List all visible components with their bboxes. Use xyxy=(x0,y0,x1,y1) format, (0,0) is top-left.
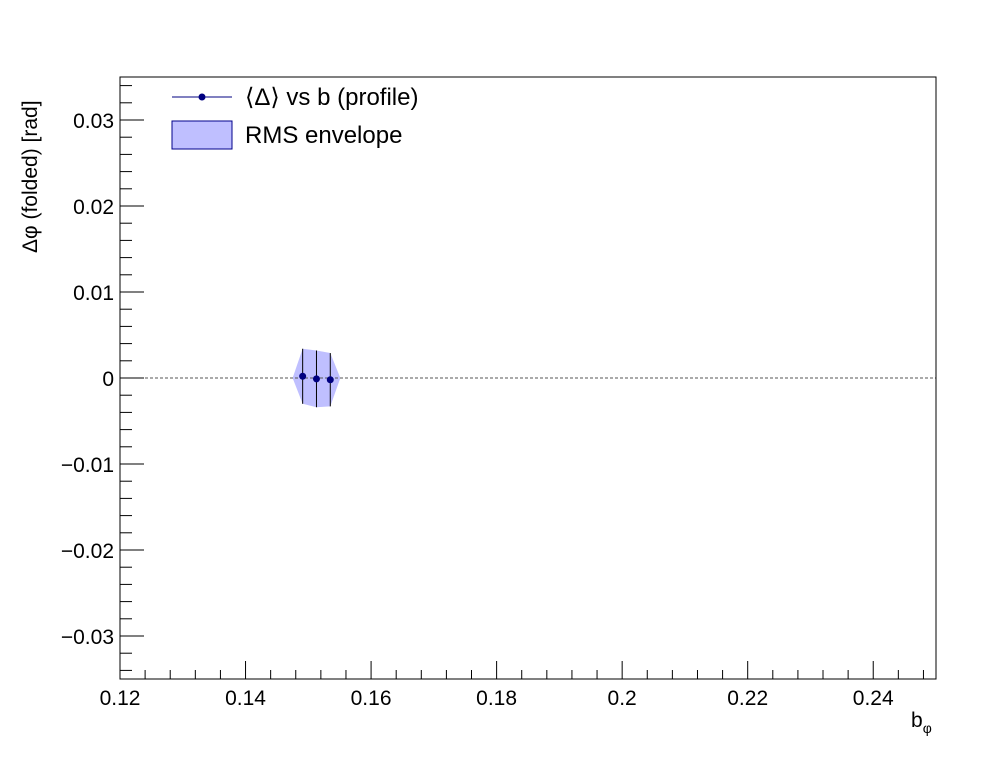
legend-rms-swatch xyxy=(171,120,233,150)
profile-point-0 xyxy=(299,372,307,380)
y-axis-label: Δφ (folded) [rad] xyxy=(19,100,42,253)
x-tick-label: 0.12 xyxy=(100,687,141,710)
legend-profile-marker xyxy=(198,93,206,101)
x-tick-label: 0.24 xyxy=(853,687,894,710)
profile-point-1 xyxy=(312,375,320,383)
y-tick-label: −0.01 xyxy=(61,454,114,477)
y-tick-label: 0.02 xyxy=(73,196,114,219)
profile-points-layer xyxy=(299,348,334,408)
x-tick-label: 0.22 xyxy=(727,687,768,710)
legend-entry-rms: RMS envelope xyxy=(171,120,402,150)
y-tick-label: −0.03 xyxy=(61,626,114,649)
y-tick-label: 0 xyxy=(102,368,114,391)
y-ticks: −0.03 −0.02 −0.01 0 0.01 0.02 0.03 xyxy=(61,85,144,671)
x-tick-label: 0.14 xyxy=(225,687,266,710)
legend: ⟨Δ⟩ vs b (profile) RMS envelope xyxy=(171,84,418,150)
y-tick-label: 0.01 xyxy=(73,282,114,305)
x-tick-label: 0.16 xyxy=(351,687,392,710)
legend-entry-profile: ⟨Δ⟩ vs b (profile) xyxy=(172,84,418,111)
x-axis-label: bφ xyxy=(911,709,932,736)
y-tick-label: 0.03 xyxy=(73,110,114,133)
profile-point-2 xyxy=(326,376,334,384)
y-tick-label: −0.02 xyxy=(61,540,114,563)
legend-profile-label: ⟨Δ⟩ vs b (profile) xyxy=(245,84,418,111)
legend-rms-label: RMS envelope xyxy=(245,122,402,149)
x-tick-label: 0.18 xyxy=(476,687,517,710)
x-tick-label: 0.2 xyxy=(608,687,637,710)
